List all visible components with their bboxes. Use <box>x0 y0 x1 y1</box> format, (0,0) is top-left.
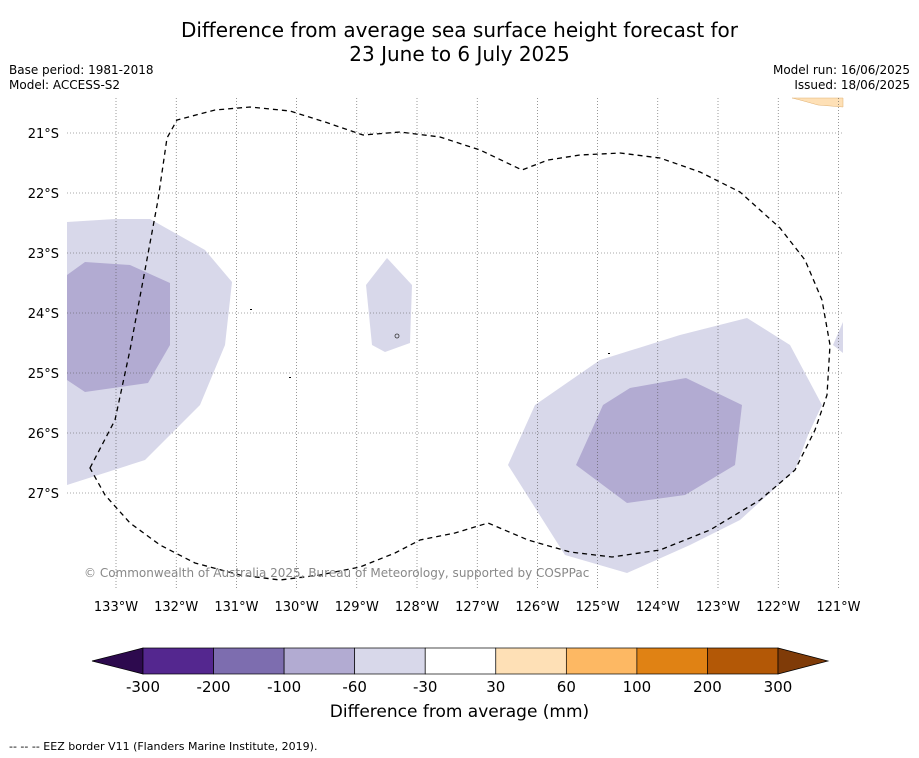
island-marker <box>608 353 610 354</box>
longitude-label: 121°W <box>816 600 860 615</box>
model-name: Model: ACCESS-S2 <box>9 78 121 92</box>
copyright-text: © Commonwealth of Australia 2025, Bureau… <box>84 566 589 580</box>
colorbar-segment <box>636 647 708 675</box>
latitude-label: 23°S <box>28 247 59 262</box>
longitude-label: 122°W <box>756 600 800 615</box>
island-marker <box>289 377 291 378</box>
longitude-label: 128°W <box>395 600 439 615</box>
latitude-label: 25°S <box>28 367 59 382</box>
colorbar-segment <box>565 647 638 675</box>
colorbar-segment <box>142 647 214 675</box>
colorbar-tick-label: -30 <box>413 678 438 696</box>
longitude-label: 131°W <box>214 600 258 615</box>
colorbar-tick-label: 30 <box>486 678 505 696</box>
colorbar-tick-label: -200 <box>197 678 231 696</box>
latitude-label: 22°S <box>28 187 59 202</box>
colorbar-tick-label: -100 <box>267 678 301 696</box>
meta-right: Model run: 16/06/2025 Issued: 18/06/2025 <box>773 63 910 93</box>
longitude-label: 127°W <box>455 600 499 615</box>
colorbar-tick-label: -60 <box>342 678 367 696</box>
colorbar-segment <box>424 647 497 675</box>
longitude-label: 124°W <box>636 600 680 615</box>
longitude-labels: 133°W 132°W 131°W 130°W 129°W 128°W 127°W 126°W… <box>94 600 861 615</box>
longitude-label: 125°W <box>576 600 620 615</box>
longitude-label: 130°W <box>275 600 319 615</box>
title-line-2: 23 June to 6 July 2025 <box>349 42 570 66</box>
longitude-label: 126°W <box>515 600 559 615</box>
anomaly-region-left-inner <box>67 262 170 392</box>
colorbar-segment <box>495 647 567 675</box>
colorbar-title: Difference from average (mm) <box>329 702 590 722</box>
meta-left: Base period: 1981-2018 Model: ACCESS-S2 <box>9 63 154 93</box>
title-line-1: Difference from average sea surface heig… <box>180 18 739 42</box>
issued-date: Issued: 18/06/2025 <box>794 78 910 92</box>
anomaly-region-centre <box>366 258 412 352</box>
eez-border <box>89 106 831 581</box>
eez-legend-note: -- -- -- EEZ border V11 (Flanders Marine… <box>9 740 318 753</box>
island-marker <box>250 309 252 310</box>
base-period: Base period: 1981-2018 <box>9 63 154 77</box>
colorbar-segment <box>213 647 285 675</box>
colorbar-tick-label: -300 <box>126 678 160 696</box>
colorbar-extend-min <box>91 647 144 675</box>
latitude-label: 27°S <box>28 487 59 502</box>
colorbar-segment <box>283 647 356 675</box>
latitude-label: 24°S <box>28 307 59 322</box>
colorbar-tick-label: 300 <box>764 678 793 696</box>
longitude-label: 133°W <box>94 600 138 615</box>
longitude-label: 123°W <box>696 600 740 615</box>
colorbar-tick-labels: -300 -200 -100 -60 -30 30 60 100 200 300 <box>126 678 792 696</box>
model-run: Model run: 16/06/2025 <box>772 63 910 77</box>
colorbar-segment <box>707 647 779 675</box>
latitude-label: 26°S <box>28 427 59 442</box>
colorbar <box>91 647 830 675</box>
anomaly-region-right-inner <box>576 378 742 503</box>
map-title: Difference from average sea surface heig… <box>0 18 919 66</box>
colorbar-tick-label: 60 <box>557 678 576 696</box>
colorbar-tick-label: 200 <box>693 678 722 696</box>
colorbar-tick-label: 100 <box>623 678 652 696</box>
latitude-labels: 21°S 22°S 23°S 24°S 25°S 26°S 27°S <box>28 127 59 502</box>
map-panel: © Commonwealth of Australia 2025, Bureau… <box>67 97 844 590</box>
longitude-label: 132°W <box>154 600 198 615</box>
latitude-label: 21°S <box>28 127 59 142</box>
colorbar-segment <box>354 647 426 675</box>
anomaly-region-edge-right <box>833 322 843 353</box>
longitude-label: 129°W <box>335 600 379 615</box>
colorbar-extend-max <box>777 647 830 675</box>
gridlines <box>67 98 843 590</box>
island-marker <box>394 333 400 339</box>
anomaly-region-top-right <box>791 97 844 108</box>
